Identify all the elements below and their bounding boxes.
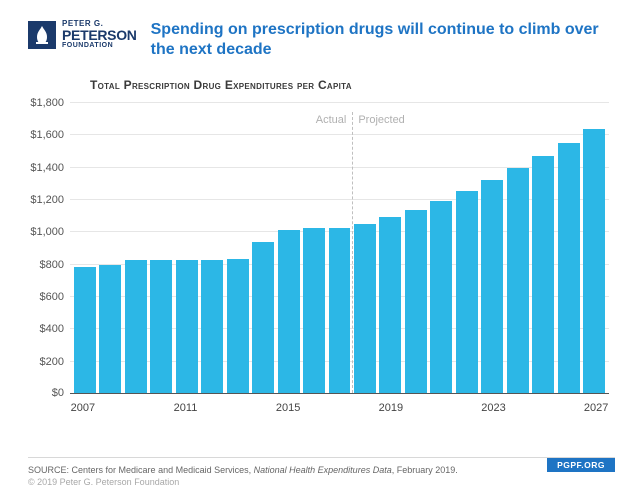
plot-area: $0$200$400$600$800$1,000$1,200$1,400$1,6… [70, 102, 609, 394]
logo-line3: FOUNDATION [62, 42, 137, 49]
footer: SOURCE: Centers for Medicare and Medicai… [28, 457, 615, 489]
header: PETER G. PETERSON FOUNDATION Spending on… [0, 0, 643, 68]
x-tick-label: 2007 [71, 402, 95, 414]
bar [150, 260, 172, 393]
bar [176, 260, 198, 393]
flame-icon [28, 21, 56, 49]
bar [405, 210, 427, 393]
logo-line2: PETERSON [62, 28, 137, 42]
bars [70, 102, 609, 393]
y-tick-label: $200 [40, 356, 70, 368]
logo: PETER G. PETERSON FOUNDATION [28, 20, 137, 49]
bar [507, 168, 529, 393]
source-suffix: , February 2019. [392, 465, 458, 475]
source-text: SOURCE: Centers for Medicare and Medicai… [28, 464, 458, 489]
x-tick-label: 2019 [379, 402, 403, 414]
bar [558, 143, 580, 393]
y-tick-label: $600 [40, 291, 70, 303]
source-italic: National Health Expenditures Data [254, 465, 392, 475]
y-tick-label: $1,800 [30, 97, 70, 109]
bar [583, 129, 605, 393]
x-tick-label: 2011 [174, 402, 198, 414]
y-tick-label: $800 [40, 259, 70, 271]
bar [278, 230, 300, 393]
y-tick-label: $0 [52, 387, 70, 399]
bar [252, 242, 274, 393]
y-tick-label: $1,200 [30, 194, 70, 206]
x-tick-label: 2023 [481, 402, 505, 414]
actual-projected-divider [352, 112, 353, 393]
x-tick-label: 2027 [584, 402, 608, 414]
bar-chart: $0 $200 $400 $600 $800 $1,000 $1,200 $1,400 $1,6… [18, 98, 615, 418]
bar [379, 217, 401, 393]
x-axis-labels: 2007 2011 2015 2019 2023 2027 [70, 398, 609, 418]
source-body: Centers for Medicare and Medicaid Servic… [72, 465, 254, 475]
actual-label: Actual [316, 114, 353, 126]
bar [99, 265, 121, 393]
y-tick-label: $1,600 [30, 129, 70, 141]
bar [74, 267, 96, 393]
bar [481, 180, 503, 393]
bar [354, 224, 376, 393]
bar [227, 259, 249, 394]
logo-text: PETER G. PETERSON FOUNDATION [62, 20, 137, 49]
chart-subtitle: Total Prescription Drug Expenditures per… [0, 68, 643, 98]
bar [430, 201, 452, 393]
y-tick-label: $1,400 [30, 162, 70, 174]
org-badge: PGPF.ORG [547, 458, 615, 472]
headline: Spending on prescription drugs will cont… [151, 20, 615, 60]
bar [201, 260, 223, 393]
copyright: © 2019 Peter G. Peterson Foundation [28, 477, 179, 487]
x-tick-label: 2015 [276, 402, 300, 414]
source-label: SOURCE: [28, 465, 69, 475]
bar [125, 260, 147, 393]
bar [532, 156, 554, 393]
bar [303, 228, 325, 393]
y-tick-label: $400 [40, 323, 70, 335]
y-tick-label: $1,000 [30, 226, 70, 238]
bar [329, 228, 351, 393]
projected-label: Projected [352, 114, 404, 126]
bar [456, 191, 478, 393]
